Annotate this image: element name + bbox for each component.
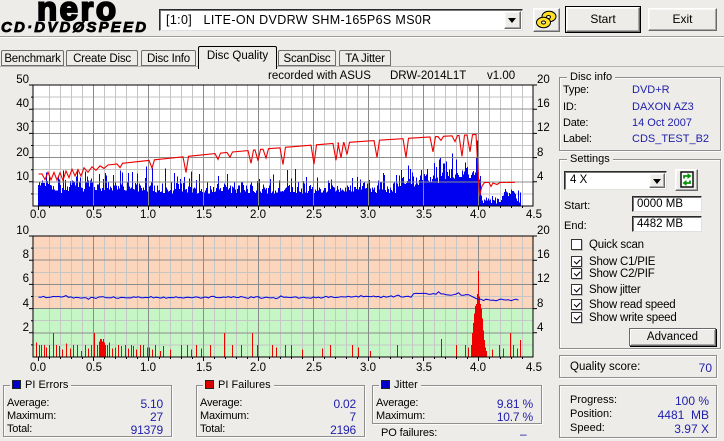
svg-text:16: 16 bbox=[537, 98, 550, 110]
svg-text:3.0: 3.0 bbox=[360, 209, 376, 221]
svg-text:20: 20 bbox=[537, 74, 550, 86]
svg-text:2.0: 2.0 bbox=[250, 362, 266, 374]
svg-text:4.5: 4.5 bbox=[526, 209, 542, 221]
svg-text:0.5: 0.5 bbox=[86, 362, 102, 374]
svg-text:20: 20 bbox=[537, 225, 550, 237]
svg-text:3.5: 3.5 bbox=[416, 362, 432, 374]
svg-text:1.5: 1.5 bbox=[196, 209, 212, 221]
svg-text:10: 10 bbox=[16, 225, 29, 237]
svg-text:12: 12 bbox=[537, 122, 550, 134]
svg-text:40: 40 bbox=[16, 98, 29, 110]
svg-text:3.0: 3.0 bbox=[360, 362, 376, 374]
svg-text:1.0: 1.0 bbox=[140, 362, 156, 374]
svg-text:30: 30 bbox=[16, 122, 29, 134]
svg-text:2.5: 2.5 bbox=[306, 209, 322, 221]
svg-text:4.5: 4.5 bbox=[526, 362, 542, 374]
svg-text:4.0: 4.0 bbox=[470, 209, 486, 221]
svg-text:2: 2 bbox=[23, 322, 29, 334]
svg-text:1.0: 1.0 bbox=[140, 209, 156, 221]
svg-text:4: 4 bbox=[23, 298, 30, 310]
svg-text:10: 10 bbox=[16, 171, 29, 183]
svg-text:0.0: 0.0 bbox=[30, 209, 46, 221]
svg-text:4: 4 bbox=[537, 322, 544, 334]
svg-text:3.5: 3.5 bbox=[416, 209, 432, 221]
svg-text:0.5: 0.5 bbox=[86, 209, 102, 221]
svg-text:6: 6 bbox=[23, 273, 29, 285]
svg-text:20: 20 bbox=[16, 147, 29, 159]
svg-text:4.0: 4.0 bbox=[470, 362, 486, 374]
svg-text:16: 16 bbox=[537, 249, 550, 261]
svg-text:4: 4 bbox=[537, 171, 544, 183]
svg-text:2.0: 2.0 bbox=[250, 209, 266, 221]
svg-text:1.5: 1.5 bbox=[196, 362, 212, 374]
svg-text:0.0: 0.0 bbox=[30, 362, 46, 374]
svg-text:8: 8 bbox=[537, 298, 543, 310]
svg-text:8: 8 bbox=[23, 249, 29, 261]
svg-text:2.5: 2.5 bbox=[306, 362, 322, 374]
svg-text:50: 50 bbox=[16, 74, 29, 86]
svg-text:8: 8 bbox=[537, 147, 543, 159]
svg-text:12: 12 bbox=[537, 273, 550, 285]
